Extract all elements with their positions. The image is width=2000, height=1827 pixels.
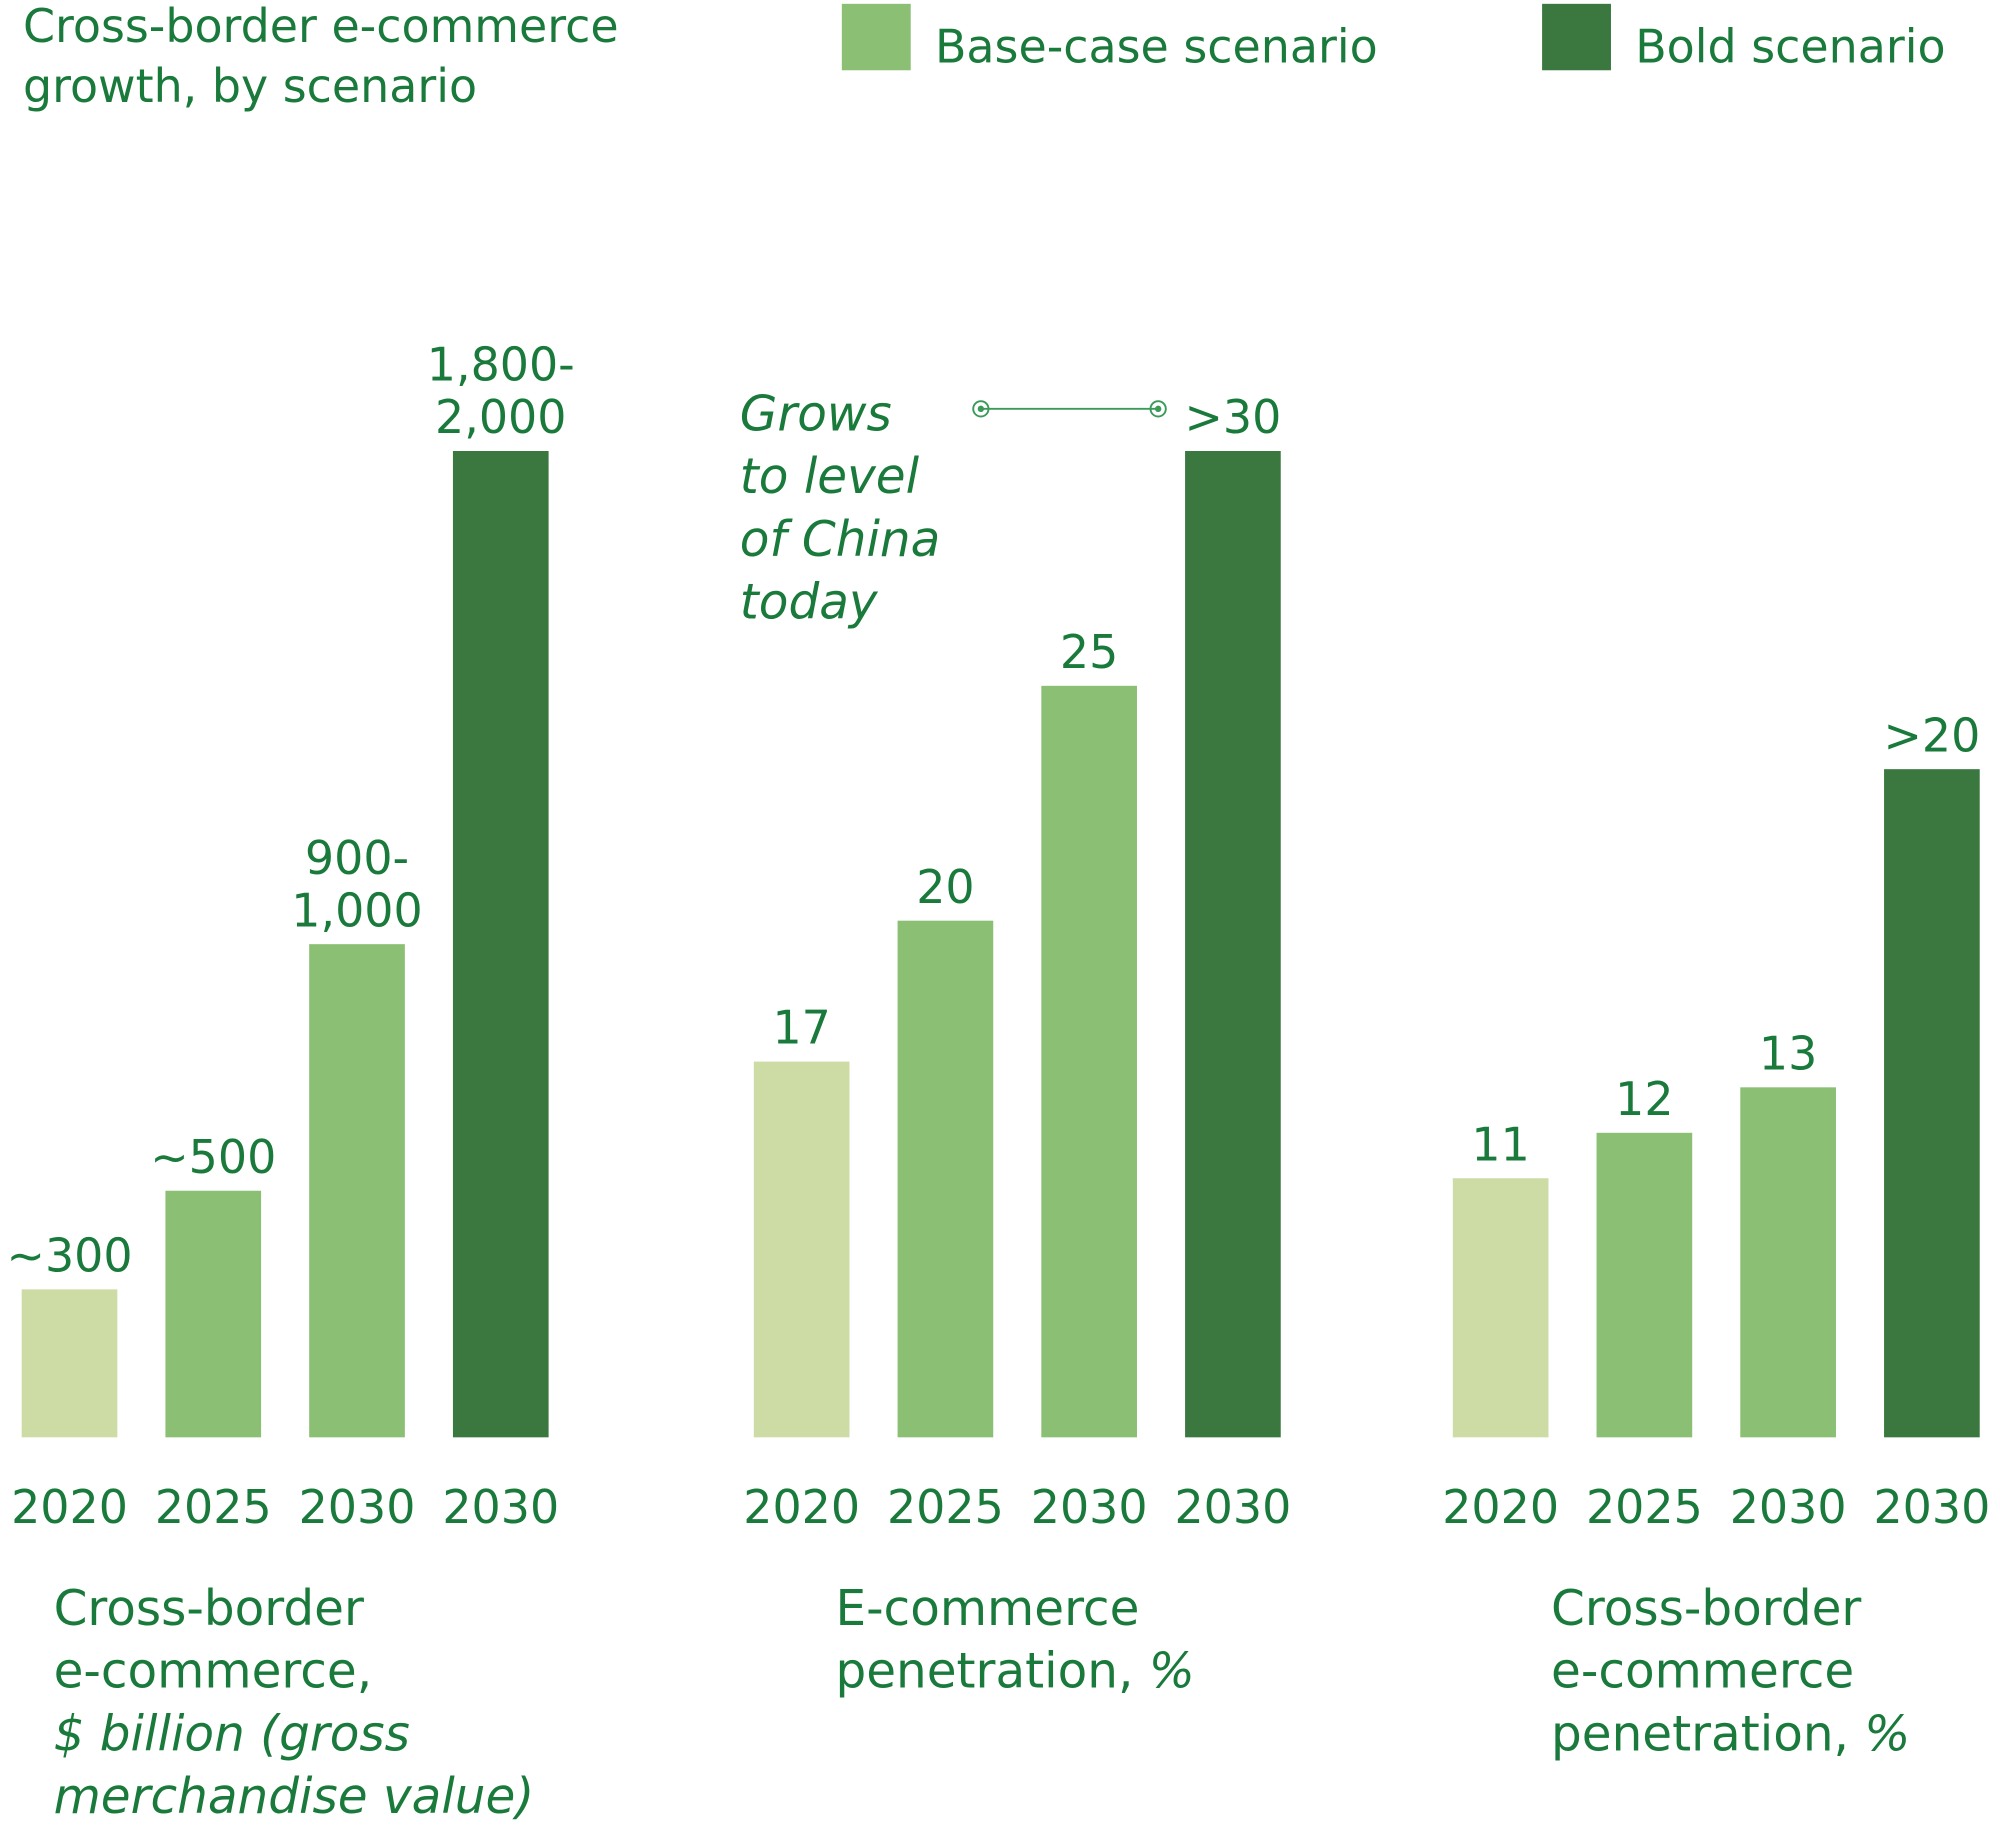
legend-label: Bold scenario (1635, 20, 1945, 74)
bar (21, 1289, 118, 1438)
bar (897, 920, 994, 1438)
x-tick-label: 2020 (11, 1480, 128, 1534)
bar (1185, 451, 1281, 1438)
bar (452, 451, 549, 1438)
value-label: 1,800-2,000 (427, 338, 575, 444)
value-label: 900-1,000 (291, 831, 422, 937)
caption-part: merchandise value) (54, 1769, 535, 1825)
x-tick-label: 2030 (1730, 1480, 1847, 1534)
value-label: ~300 (6, 1228, 132, 1282)
x-tick-label: 2025 (1586, 1480, 1703, 1534)
value-label-line: 2,000 (435, 390, 566, 444)
value-label: 17 (772, 1001, 830, 1055)
bar (753, 1061, 850, 1438)
caption-part: e-commerce (1551, 1644, 1854, 1700)
caption: Cross-border (1551, 1581, 1861, 1637)
x-tick-label: 2030 (1031, 1480, 1148, 1534)
x-tick-label: 2030 (1873, 1480, 1990, 1534)
x-tick-label: 2030 (299, 1480, 416, 1534)
legend-swatch (1542, 3, 1611, 71)
caption-part: Cross-border (54, 1581, 364, 1637)
chart-title: Cross-border e-commerce (23, 0, 619, 53)
bar (1740, 1087, 1836, 1438)
caption-part: E-commerce (835, 1581, 1139, 1637)
bar (1596, 1132, 1693, 1438)
caption-part: penetration, (1551, 1706, 1849, 1762)
caption: E-commerce (835, 1581, 1139, 1637)
connector (972, 400, 1167, 418)
x-tick-label: 2020 (743, 1480, 860, 1534)
value-label: ~500 (150, 1130, 276, 1184)
x-tick-label: 2030 (1174, 1480, 1291, 1534)
annotation: Grows (740, 387, 892, 443)
legend-swatch (841, 3, 911, 71)
caption: merchandise value) (54, 1769, 535, 1825)
x-tick-label: 2030 (442, 1480, 559, 1534)
x-tick-label: 2020 (1442, 1480, 1559, 1534)
annotation: to level (740, 449, 920, 505)
bar (309, 944, 405, 1438)
caption-part: penetration, (835, 1644, 1133, 1700)
caption-part: % (1149, 1644, 1195, 1700)
caption: penetration,% (1551, 1706, 1910, 1762)
value-label-line: 1,000 (291, 883, 422, 937)
caption-part: % (1864, 1706, 1910, 1762)
value-label: >20 (1883, 708, 1980, 762)
value-label: 20 (916, 860, 974, 914)
caption: Cross-border (54, 1581, 364, 1637)
value-label: 11 (1471, 1117, 1529, 1171)
x-tick-label: 2025 (155, 1480, 272, 1534)
value-label-line: 900- (305, 831, 409, 885)
legend-label: Base-case scenario (935, 20, 1378, 74)
value-label: 13 (1759, 1026, 1817, 1080)
value-label-line: 1,800- (427, 338, 575, 392)
caption-part: e-commerce, (54, 1644, 373, 1700)
bar (1452, 1178, 1549, 1438)
value-label: 12 (1615, 1072, 1673, 1126)
value-label: 25 (1060, 625, 1118, 679)
chart-title: growth, by scenario (23, 59, 477, 113)
caption: $ billion (gross (54, 1706, 410, 1762)
caption: penetration,% (835, 1644, 1194, 1700)
bar (1884, 769, 1980, 1438)
bar (1041, 685, 1137, 1438)
value-label: >30 (1184, 390, 1281, 444)
caption-part: $ billion (gross (54, 1706, 410, 1762)
caption-part: Cross-border (1551, 1581, 1861, 1637)
caption: e-commerce (1551, 1644, 1854, 1700)
bar (165, 1190, 262, 1438)
annotation: of China (740, 512, 941, 568)
x-tick-label: 2025 (887, 1480, 1004, 1534)
caption: e-commerce, (54, 1644, 373, 1700)
annotation: today (740, 574, 879, 630)
